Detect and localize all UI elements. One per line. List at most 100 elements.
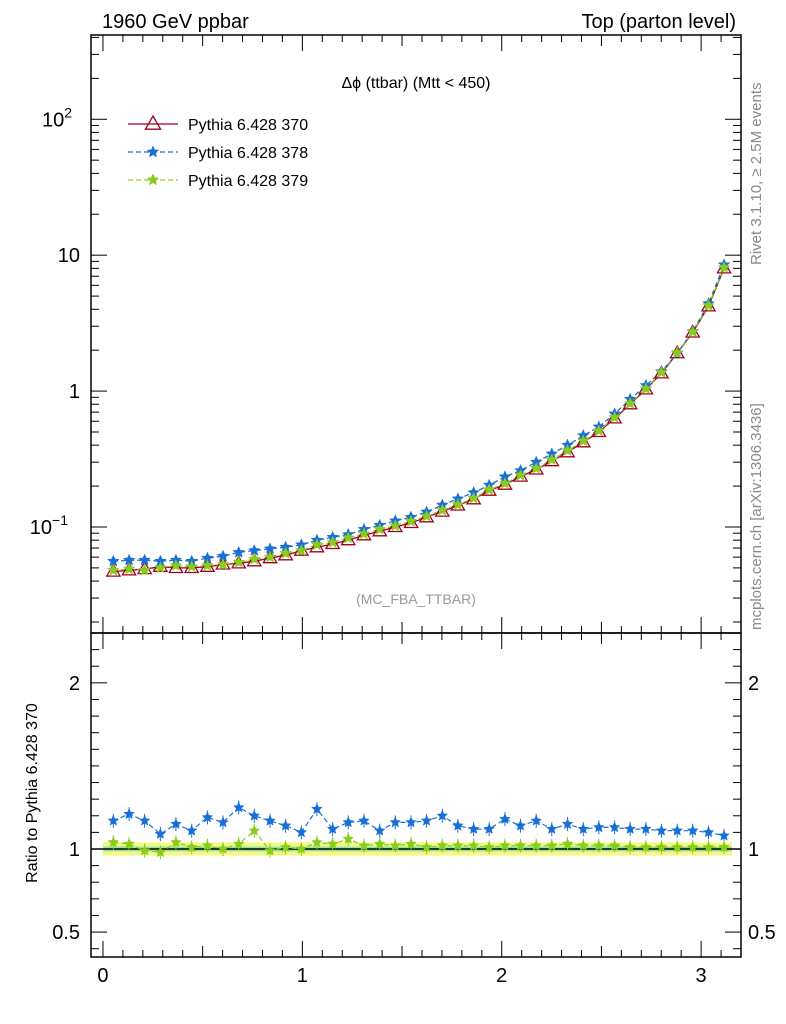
ratio-point-0 <box>326 822 339 835</box>
data-point-1 <box>138 553 151 566</box>
data-point-2 <box>357 527 371 540</box>
ratio-point-0 <box>702 826 715 838</box>
main-panel: 102 10 1 10−1 Δϕ (ttbar) (Mtt < 450) (MC_FB… <box>30 34 742 634</box>
ratio-point-0 <box>311 802 323 815</box>
ratio-point-0 <box>671 824 684 836</box>
ratio-point-0 <box>577 822 590 835</box>
ratio-point-1 <box>123 837 135 850</box>
legend: Pythia 6.428 370 Pythia 6.428 378 Pythia 6… <box>128 114 308 190</box>
ratio-y-tick-label-left: 2 <box>69 673 80 695</box>
ratio-point-1 <box>686 841 699 853</box>
ratio-y-tick-label-right: 2 <box>748 673 759 695</box>
data-point-2 <box>561 443 574 456</box>
ratio-point-1 <box>279 841 292 853</box>
data-point-2 <box>717 260 731 274</box>
ratio-point-0 <box>170 817 182 830</box>
ratio-y-tick-label-left: 0.5 <box>52 922 80 944</box>
ratio-point-0 <box>467 822 480 835</box>
data-point-0 <box>168 559 184 574</box>
ratio-point-1 <box>405 837 417 850</box>
ratio-point-0 <box>248 809 261 821</box>
ratio-point-0 <box>514 819 527 831</box>
legend-label: Pythia 6.428 370 <box>188 117 308 134</box>
data-point-2 <box>686 325 700 338</box>
ratio-point-0 <box>499 812 511 825</box>
ratio-point-1 <box>248 824 261 836</box>
data-point-2 <box>545 453 559 466</box>
ratio-frame <box>90 632 742 958</box>
ratio-point-0 <box>232 801 245 813</box>
data-point-2 <box>263 550 277 563</box>
ratio-point-1 <box>389 839 402 851</box>
ratio-point-1 <box>326 837 339 850</box>
ratio-point-0 <box>592 821 605 833</box>
ratio-line-1 <box>113 829 725 853</box>
ratio-point-0 <box>655 824 668 836</box>
legend-label: Pythia 6.428 379 <box>188 173 308 190</box>
ratio-point-1 <box>671 841 684 853</box>
data-point-2 <box>467 491 480 504</box>
ratio-y-tick-label-left: 1 <box>69 839 80 861</box>
ratio-point-1 <box>592 839 605 851</box>
ratio-point-0 <box>436 809 449 821</box>
ratio-point-0 <box>154 827 167 840</box>
data-point-0 <box>277 546 294 561</box>
data-point-2 <box>216 557 230 570</box>
header-left: 1960 GeV ppbar <box>102 11 249 33</box>
legend-marker <box>144 114 162 130</box>
data-point-2 <box>326 535 340 548</box>
ratio-point-1 <box>640 841 652 853</box>
ratio-point-0 <box>264 814 276 826</box>
data-point-0 <box>309 538 325 553</box>
data-point-2 <box>623 396 637 409</box>
ratio-ylabel: Ratio to Pythia 6.428 370 <box>24 703 41 883</box>
ratio-point-0 <box>201 811 214 823</box>
x-tick-label: 0 <box>97 965 108 987</box>
side-mcplots: mcplots.cern.ch [arXiv:1306.3436] <box>748 403 765 630</box>
side-rivet: Rivet 3.1.10, ≥ 2.5M events <box>748 83 765 266</box>
ratio-point-1 <box>217 842 229 854</box>
y-tick-label: 10−1 <box>30 512 68 539</box>
ratio-point-1 <box>107 836 120 848</box>
data-point-2 <box>279 546 292 559</box>
data-point-2 <box>482 483 496 496</box>
ratio-point-0 <box>185 824 198 836</box>
data-point-2 <box>420 509 433 522</box>
ratio-y-tick-label-right: 0.5 <box>748 922 776 944</box>
main-title: Δϕ (ttbar) (Mtt < 450) <box>341 75 490 92</box>
ratio-point-1 <box>264 844 276 856</box>
data-point-2 <box>310 538 324 551</box>
data-point-2 <box>388 519 402 532</box>
ratio-point-1 <box>232 837 245 850</box>
x-tick-label: 1 <box>297 965 308 987</box>
data-point-2 <box>404 514 418 527</box>
data-point-2 <box>529 461 543 474</box>
data-point-2 <box>232 555 246 568</box>
data-point-2 <box>247 552 261 565</box>
data-point-2 <box>373 522 387 535</box>
ratio-point-0 <box>138 814 151 826</box>
ratio-point-0 <box>123 807 135 820</box>
ratio-point-0 <box>561 817 574 830</box>
data-point-2 <box>435 503 449 516</box>
data-point-2 <box>670 345 684 358</box>
data-point-1 <box>232 545 246 558</box>
ratio-point-1 <box>467 839 480 851</box>
ratio-point-0 <box>718 829 730 841</box>
data-point-2 <box>514 468 527 481</box>
data-point-2 <box>341 531 355 544</box>
ratio-point-0 <box>608 821 621 833</box>
ratio-point-1 <box>185 841 198 853</box>
ratio-point-1 <box>577 839 590 851</box>
ratio-point-0 <box>342 816 355 828</box>
ratio-point-1 <box>311 836 323 848</box>
legend-marker <box>146 173 160 186</box>
series-line-0 <box>113 268 725 573</box>
data-point-2 <box>169 558 183 571</box>
ratio-point-0 <box>530 814 543 826</box>
x-tick-label: 3 <box>696 965 707 987</box>
y-tick-label: 102 <box>42 104 72 131</box>
ratio-point-0 <box>389 816 402 828</box>
ratio-point-0 <box>295 826 308 838</box>
ratio-point-1 <box>499 839 511 851</box>
